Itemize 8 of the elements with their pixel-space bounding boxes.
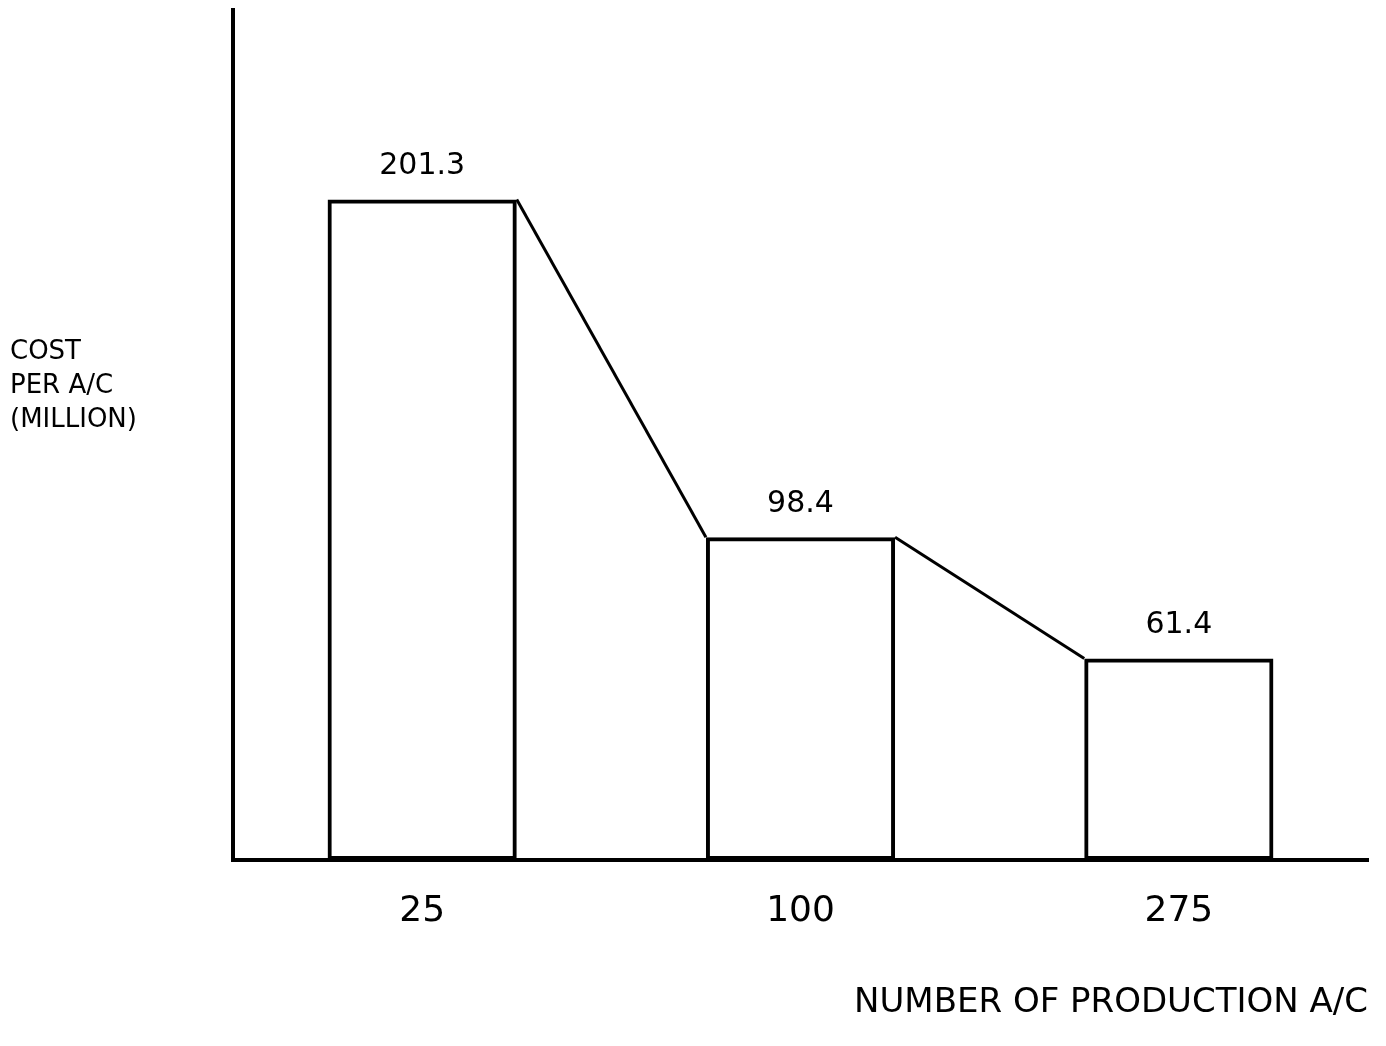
data-label: 98.4 [767,483,834,519]
x-tick-label: 25 [399,887,446,929]
data-label: 61.4 [1145,605,1213,641]
x-tick-label: 275 [1144,887,1214,929]
x-axis-title: NUMBER OF PRODUCTION A/C [854,980,1368,1021]
data-label: 201.3 [379,146,466,182]
x-tick-label: 100 [766,887,835,929]
y-axis-title: COST PER A/C (MILLION) [10,334,137,435]
